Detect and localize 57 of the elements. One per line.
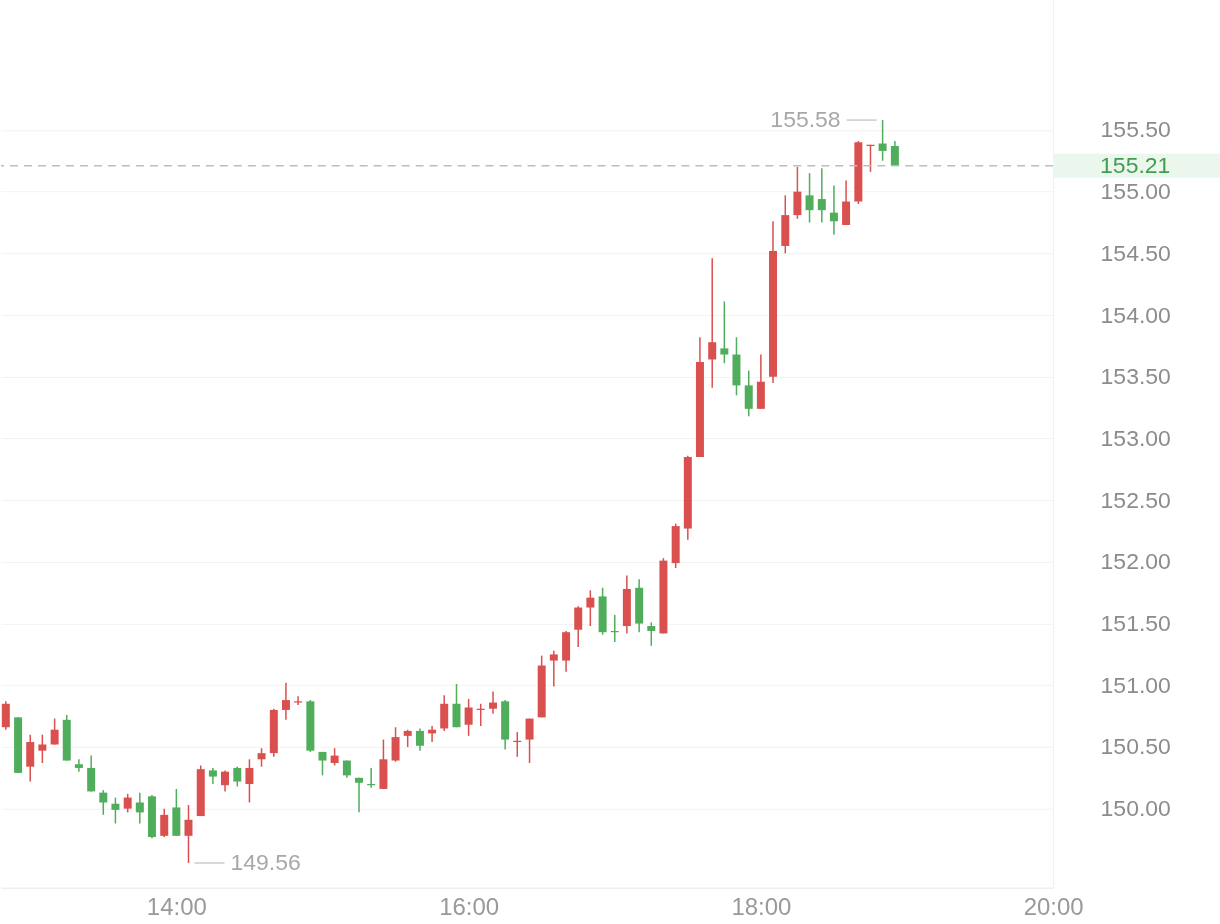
candlestick (878, 119, 887, 162)
candlestick (708, 257, 717, 389)
candlestick (50, 717, 59, 746)
candlestick (720, 300, 729, 364)
y-tick-label: 153.00 (1100, 424, 1171, 451)
candlestick (135, 791, 144, 825)
candlestick (817, 167, 826, 224)
candlestick (574, 605, 583, 648)
y-tick-label: 151.00 (1100, 671, 1171, 698)
candlestick (805, 172, 814, 224)
y-tick-label: 152.00 (1100, 548, 1171, 575)
candlestick (452, 683, 461, 728)
x-tick-label: 20:00 (1023, 893, 1084, 921)
candlestick (257, 747, 266, 768)
candlestick (355, 777, 364, 814)
candlestick (294, 695, 303, 706)
candlestick (391, 726, 400, 763)
annotation: 155.58 (770, 106, 841, 133)
x-tick-label: 14:00 (146, 893, 207, 921)
candlestick (586, 589, 595, 627)
candlestick (221, 769, 230, 793)
candlestick (464, 698, 473, 737)
x-tick-label: 18:00 (731, 893, 792, 921)
candlestick (829, 184, 838, 236)
candlestick (525, 717, 534, 764)
candlestick (549, 649, 558, 688)
y-tick-label: 151.50 (1100, 610, 1171, 637)
candlestick (647, 621, 656, 647)
y-tick-label: 154.50 (1100, 239, 1171, 266)
y-tick-label: 155.50 (1100, 116, 1171, 143)
ref-line-label: 155.21 (1100, 151, 1171, 178)
candlestick (890, 140, 899, 167)
candlestick (842, 179, 851, 226)
candlestick (111, 796, 120, 825)
candlestick (793, 166, 802, 220)
candlestick (123, 793, 132, 814)
candlestick (74, 758, 83, 773)
candlestick (233, 765, 242, 788)
candlestick (1, 700, 10, 731)
candlestick (744, 369, 753, 417)
candlestick (38, 733, 47, 764)
candlestick (489, 690, 498, 715)
x-tick-label: 16:00 (439, 893, 500, 921)
candlestick (160, 807, 169, 838)
candlestick (87, 754, 96, 793)
candlestick (245, 758, 254, 804)
y-tick-label: 150.50 (1100, 733, 1171, 760)
y-tick-label: 150.00 (1100, 795, 1171, 822)
candlestick (99, 789, 108, 816)
y-tick-label: 153.50 (1100, 363, 1171, 390)
y-tick-label: 152.50 (1100, 486, 1171, 513)
y-tick-label: 154.00 (1100, 301, 1171, 328)
y-tick-label: 155.00 (1100, 178, 1171, 205)
candlestick (281, 682, 290, 721)
annotation: 149.56 (230, 848, 301, 875)
candlestick (184, 804, 193, 864)
candlestick (415, 727, 424, 752)
